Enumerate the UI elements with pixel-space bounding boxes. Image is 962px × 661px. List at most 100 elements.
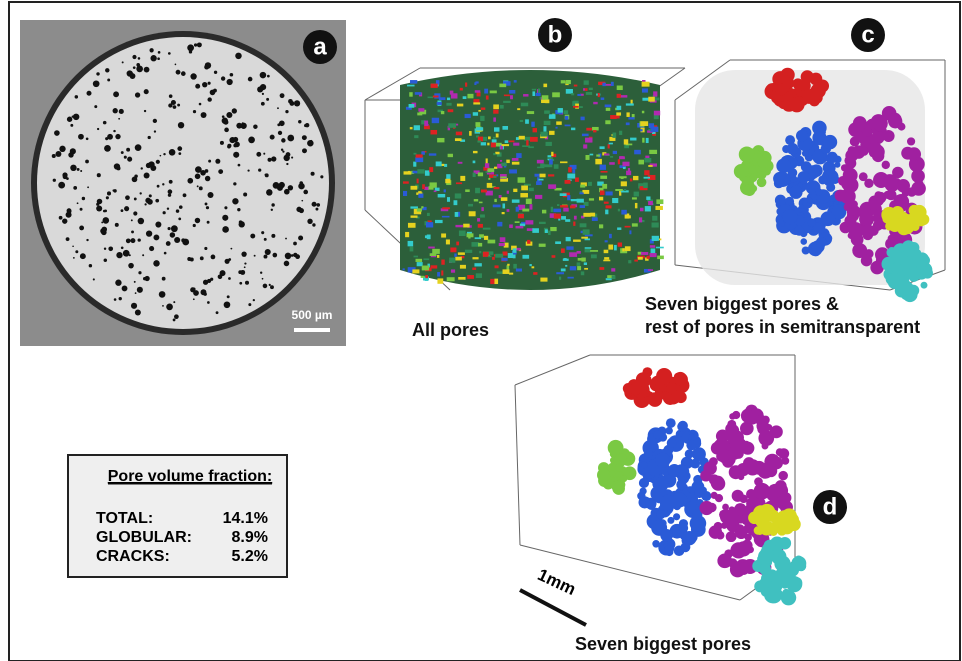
pore xyxy=(503,269,510,274)
pore xyxy=(619,176,627,178)
pore xyxy=(501,197,508,201)
pore xyxy=(62,218,67,223)
pore xyxy=(441,111,444,114)
pore xyxy=(573,240,581,242)
pore xyxy=(549,159,553,164)
pore xyxy=(522,209,529,212)
pore xyxy=(518,214,524,219)
pore xyxy=(307,140,313,146)
pore xyxy=(565,116,568,120)
pore xyxy=(80,208,83,211)
pore xyxy=(174,314,179,319)
pore xyxy=(143,277,146,280)
pore xyxy=(584,268,588,270)
pore xyxy=(521,186,528,191)
pore xyxy=(504,95,510,97)
pore xyxy=(429,167,433,172)
pore xyxy=(564,110,569,114)
pore xyxy=(500,105,504,109)
pore xyxy=(207,221,210,224)
pore xyxy=(227,144,231,148)
pore xyxy=(312,202,317,207)
pore xyxy=(421,206,423,208)
pore xyxy=(446,239,450,244)
pore xyxy=(294,100,300,106)
pore xyxy=(500,176,506,178)
panel-label: d xyxy=(823,494,838,521)
pore xyxy=(277,185,283,191)
pore-blob xyxy=(778,471,788,481)
pore-blob xyxy=(629,382,641,394)
pore xyxy=(93,278,95,280)
pore xyxy=(307,219,312,224)
pore xyxy=(459,231,466,236)
pore xyxy=(437,138,444,142)
pore xyxy=(525,220,533,224)
pore xyxy=(589,198,594,200)
pore xyxy=(529,188,534,191)
scale-bar-label: 500 µm xyxy=(292,308,333,322)
pore-blob xyxy=(815,188,822,195)
pore-blob xyxy=(767,509,780,522)
pore xyxy=(602,83,606,86)
pore xyxy=(141,167,143,169)
pore xyxy=(89,264,92,267)
pore xyxy=(137,287,143,293)
pore-blob xyxy=(796,130,808,142)
caption: Seven biggest pores & xyxy=(645,294,839,314)
pore-blob xyxy=(609,471,615,477)
pore xyxy=(193,290,199,296)
pore xyxy=(618,209,620,212)
pore xyxy=(125,195,130,200)
pore xyxy=(454,200,458,205)
pore xyxy=(263,284,268,289)
pore-blob xyxy=(741,442,754,455)
pore xyxy=(540,132,547,137)
pore xyxy=(606,108,611,111)
pore xyxy=(600,190,605,195)
pore xyxy=(214,71,217,74)
pore xyxy=(288,185,293,190)
pore xyxy=(474,263,481,266)
pore xyxy=(448,154,453,157)
pore-blob xyxy=(756,528,763,535)
pore xyxy=(107,191,111,195)
pore xyxy=(642,82,650,87)
pore xyxy=(478,110,480,112)
pore-blob xyxy=(922,268,933,279)
pore xyxy=(455,212,459,217)
pore xyxy=(604,202,609,204)
pore xyxy=(505,140,509,143)
pore xyxy=(608,245,613,250)
pore xyxy=(536,93,541,96)
pore xyxy=(619,131,622,135)
pore xyxy=(171,225,178,232)
pore xyxy=(430,182,437,187)
pore-blob xyxy=(863,225,872,234)
pore xyxy=(486,95,489,99)
figure: a 500 µm b All pores c Seven biggest por… xyxy=(0,0,962,661)
pore-blob xyxy=(898,216,912,230)
pore xyxy=(626,122,630,125)
pore xyxy=(149,246,154,251)
pore-blob xyxy=(639,478,649,488)
pore xyxy=(222,215,228,221)
pore xyxy=(302,135,307,140)
pore xyxy=(640,129,642,131)
pore xyxy=(286,163,288,165)
pore xyxy=(469,131,472,136)
pore xyxy=(438,194,446,197)
pore xyxy=(481,190,487,193)
pore xyxy=(502,212,505,214)
pore xyxy=(245,281,249,285)
row-label: CRACKS: xyxy=(96,548,170,565)
pore-blob xyxy=(781,590,796,605)
pore xyxy=(513,143,519,146)
row-value: 14.1% xyxy=(223,510,268,527)
pore-blob xyxy=(863,128,872,137)
pore xyxy=(540,174,546,178)
pore xyxy=(450,247,456,252)
pore xyxy=(169,94,173,98)
pore-blob xyxy=(794,226,804,236)
pore xyxy=(115,223,119,227)
